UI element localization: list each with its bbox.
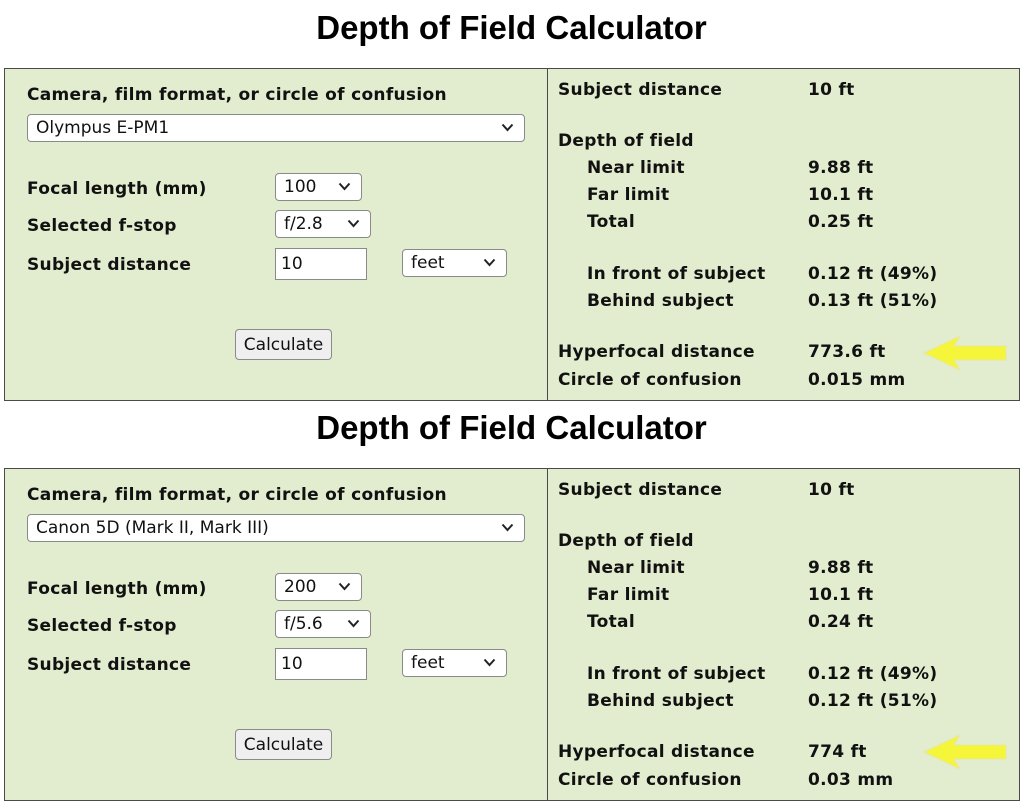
fstop-label: Selected f-stop [27, 616, 177, 636]
result-near-limit-label: Near limit [587, 558, 685, 578]
result-behind-label: Behind subject [587, 691, 734, 711]
subject-distance-input[interactable]: 10 [275, 248, 367, 280]
result-total-label: Total [587, 212, 635, 232]
result-dof-label: Depth of field [558, 131, 694, 151]
result-far-limit-label: Far limit [587, 585, 670, 605]
yellow-arrow-icon [922, 334, 1007, 372]
chevron-down-icon [338, 182, 351, 191]
result-subject-distance-value: 10 ft [808, 480, 855, 500]
fstop-select[interactable]: f/5.6 [275, 610, 371, 638]
result-dof-label: Depth of field [558, 531, 694, 551]
result-coc-label: Circle of confusion [558, 770, 742, 790]
result-coc-value: 0.03 mm [808, 770, 894, 790]
result-far-limit-label: Far limit [587, 185, 670, 205]
result-front-value: 0.12 ft (49%) [808, 264, 938, 284]
calculator-panel: Camera, film format, or circle of confus… [4, 468, 1020, 801]
fstop-label: Selected f-stop [27, 216, 177, 236]
unit-value: feet [411, 653, 445, 673]
result-hyperfocal-value: 774 ft [808, 742, 867, 762]
result-behind-value: 0.13 ft (51%) [808, 291, 938, 311]
result-front-label: In front of subject [587, 664, 766, 684]
focal-length-value: 100 [284, 177, 317, 197]
chevron-down-icon [347, 619, 360, 628]
chevron-down-icon [483, 658, 496, 667]
calculate-button[interactable]: Calculate [235, 729, 332, 760]
result-behind-label: Behind subject [587, 291, 734, 311]
chevron-down-icon [501, 123, 514, 132]
panel-divider [547, 69, 548, 400]
focal-length-select[interactable]: 100 [275, 173, 362, 201]
result-coc-value: 0.015 mm [808, 370, 906, 390]
camera-select-value: Canon 5D (Mark II, Mark III) [36, 518, 269, 538]
result-behind-value: 0.12 ft (51%) [808, 691, 938, 711]
page-title: Depth of Field Calculator [316, 409, 707, 446]
chevron-down-icon [483, 258, 496, 267]
result-front-label: In front of subject [587, 264, 766, 284]
panel-divider [547, 469, 548, 800]
result-far-limit-value: 10.1 ft [808, 585, 874, 605]
focal-length-value: 200 [284, 577, 317, 597]
fstop-select[interactable]: f/2.8 [275, 210, 371, 238]
focal-length-label: Focal length (mm) [27, 179, 207, 199]
result-subject-distance-label: Subject distance [558, 80, 723, 100]
result-front-value: 0.12 ft (49%) [808, 664, 938, 684]
focal-length-label: Focal length (mm) [27, 579, 207, 599]
result-coc-label: Circle of confusion [558, 370, 742, 390]
result-total-label: Total [587, 612, 635, 632]
subject-distance-label: Subject distance [27, 255, 192, 275]
result-subject-distance-label: Subject distance [558, 480, 723, 500]
yellow-arrow-icon [922, 733, 1007, 771]
page-title: Depth of Field Calculator [316, 9, 707, 46]
camera-label: Camera, film format, or circle of confus… [27, 485, 447, 505]
result-near-limit-value: 9.88 ft [808, 158, 874, 178]
chevron-down-icon [501, 523, 514, 532]
subject-distance-input[interactable]: 10 [275, 648, 367, 680]
result-hyperfocal-value: 773.6 ft [808, 342, 886, 362]
unit-value: feet [411, 253, 445, 273]
calculator-panel: Camera, film format, or circle of confus… [4, 68, 1020, 401]
result-hyperfocal-label: Hyperfocal distance [558, 742, 755, 762]
fstop-value: f/2.8 [284, 214, 323, 234]
unit-select[interactable]: feet [402, 249, 507, 277]
chevron-down-icon [338, 582, 351, 591]
result-total-value: 0.25 ft [808, 212, 874, 232]
camera-select[interactable]: Canon 5D (Mark II, Mark III) [27, 514, 525, 542]
fstop-value: f/5.6 [284, 614, 323, 634]
camera-select[interactable]: Olympus E-PM1 [27, 114, 525, 142]
result-near-limit-label: Near limit [587, 158, 685, 178]
calculate-button[interactable]: Calculate [235, 329, 332, 360]
unit-select[interactable]: feet [402, 649, 507, 677]
subject-distance-label: Subject distance [27, 655, 192, 675]
focal-length-select[interactable]: 200 [275, 573, 362, 601]
result-total-value: 0.24 ft [808, 612, 874, 632]
chevron-down-icon [347, 219, 360, 228]
result-subject-distance-value: 10 ft [808, 80, 855, 100]
camera-label: Camera, film format, or circle of confus… [27, 85, 447, 105]
camera-select-value: Olympus E-PM1 [36, 118, 170, 138]
result-near-limit-value: 9.88 ft [808, 558, 874, 578]
result-hyperfocal-label: Hyperfocal distance [558, 342, 755, 362]
result-far-limit-value: 10.1 ft [808, 185, 874, 205]
